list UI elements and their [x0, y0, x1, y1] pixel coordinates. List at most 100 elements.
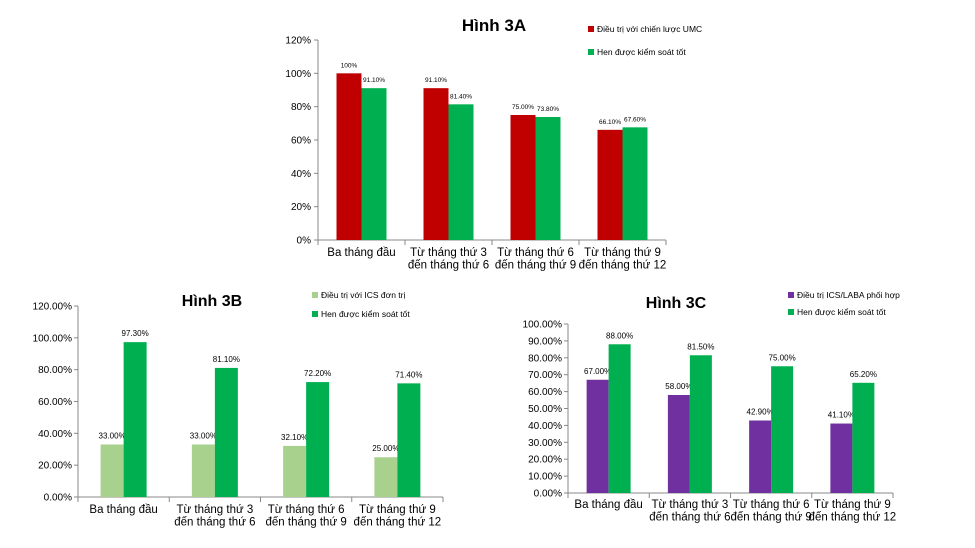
legend-label: Hen được kiểm soát tốt — [597, 47, 686, 57]
data-label: 73.80% — [537, 106, 559, 113]
bar-controlled-2 — [771, 366, 794, 493]
y-tick-label: 80% — [291, 102, 311, 113]
bar-treatment-3 — [830, 423, 853, 493]
chart-3b: Hình 3B 0.00% 20.00% 40.00% 60.00% 80.00% 100.… — [33, 290, 444, 529]
bar-treatment-1 — [191, 444, 215, 497]
data-label: 25.00% — [372, 444, 399, 453]
bar-controlled-3 — [622, 127, 648, 240]
category-label: Ba tháng đầu — [89, 504, 157, 516]
bar-controlled-0 — [123, 342, 147, 497]
data-label: 67.60% — [624, 116, 646, 123]
bar-treatment-3 — [374, 457, 398, 497]
bar-controlled-0 — [608, 344, 631, 493]
y-tick-label: 60.00% — [38, 397, 72, 408]
y-tick-label: 0.00% — [44, 493, 72, 504]
bar-controlled-2 — [535, 117, 561, 240]
data-label: 81.10% — [213, 355, 240, 364]
y-tick-label: 0% — [297, 236, 312, 247]
data-label: 42.90% — [747, 407, 774, 416]
y-tick-label: 20.00% — [38, 461, 72, 472]
y-tick-label: 60% — [291, 136, 311, 147]
bar-controlled-3 — [852, 382, 875, 493]
category-label: đến tháng thứ 6 — [649, 512, 730, 524]
y-tick-label: 90.00% — [528, 336, 562, 347]
bar-controlled-1 — [448, 104, 474, 240]
y-tick-label: 60.00% — [528, 387, 562, 398]
bar-controlled-3 — [397, 383, 421, 497]
chart-3c: Hình 3C 0.00% 10.00% 20.00% 30.00% 40.00% 50.0… — [523, 290, 901, 524]
y-tick-label: 40.00% — [38, 429, 72, 440]
y-tick-label: 120.00% — [33, 302, 73, 313]
category-label: đến tháng thứ 12 — [809, 512, 897, 524]
category-label: Từ tháng thứ 3 — [410, 247, 487, 259]
y-tick-label: 10.00% — [528, 472, 562, 483]
data-label: 97.30% — [122, 329, 149, 338]
data-label: 67.00% — [584, 367, 611, 376]
category-label: đến tháng thứ 6 — [408, 260, 489, 272]
data-label: 72.20% — [304, 369, 331, 378]
data-label: 41.10% — [828, 411, 855, 420]
legend-label: Hen được kiểm soát tốt — [321, 309, 410, 319]
bar-treatment-0 — [586, 379, 609, 493]
data-label: 33.00% — [190, 431, 217, 440]
data-label: 81.50% — [687, 342, 714, 351]
bar-treatment-2 — [749, 420, 772, 493]
category-label: Từ tháng thứ 6 — [733, 499, 810, 511]
data-label: 32.10% — [281, 433, 308, 442]
category-label: đến tháng thứ 12 — [579, 260, 667, 272]
y-tick-label: 30.00% — [528, 438, 562, 449]
chart-title: Hình 3C — [646, 295, 707, 312]
y-tick-label: 0.00% — [534, 489, 562, 500]
bar-treatment-1 — [423, 88, 449, 241]
bar-treatment-0 — [336, 73, 362, 240]
y-tick-label: 120% — [285, 36, 311, 47]
category-label: Từ tháng thứ 6 — [497, 247, 574, 259]
chart-3a: Hình 3A 0% 20% 40% 60% 80% 100% 120% 100% 91.10% B… — [285, 16, 702, 272]
data-label: 66.10% — [599, 119, 621, 126]
category-label: Từ tháng thứ 6 — [268, 504, 345, 516]
bar-controlled-2 — [306, 382, 330, 497]
legend-swatch — [588, 49, 594, 55]
y-tick-label: 20.00% — [528, 455, 562, 466]
bar-controlled-0 — [361, 88, 387, 241]
legend-swatch — [788, 309, 794, 315]
category-label: đến tháng thứ 6 — [174, 517, 255, 529]
legend-label: Hen được kiểm soát tốt — [797, 307, 886, 317]
category-label: Từ tháng thứ 9 — [359, 504, 436, 516]
data-label: 91.10% — [425, 77, 447, 84]
y-tick-label: 40% — [291, 169, 311, 180]
category-label: Từ tháng thứ 9 — [814, 499, 891, 511]
category-label: Ba tháng đầu — [327, 247, 395, 259]
legend-label: Điều trị ICS/LABA phối hợp — [797, 290, 900, 300]
legend-swatch — [312, 292, 318, 298]
data-label: 65.20% — [850, 370, 877, 379]
data-label: 81.40% — [450, 93, 472, 100]
legend-label: Điều trị với chiến lược UMC — [597, 24, 702, 34]
y-tick-label: 100.00% — [523, 320, 563, 331]
data-label: 75.00% — [512, 104, 534, 111]
bar-treatment-1 — [667, 394, 690, 493]
y-tick-label: 80.00% — [38, 365, 72, 376]
chart-title: Hình 3B — [182, 293, 242, 310]
category-label: đến tháng thứ 9 — [266, 517, 347, 529]
bar-controlled-1 — [689, 355, 712, 493]
data-label: 33.00% — [99, 431, 126, 440]
data-label: 71.40% — [395, 370, 422, 379]
legend-swatch — [312, 311, 318, 317]
legend-swatch — [788, 292, 794, 298]
y-tick-label: 100% — [285, 69, 311, 80]
category-label: Từ tháng thứ 9 — [584, 247, 661, 259]
bar-treatment-3 — [597, 129, 623, 240]
bar-treatment-2 — [283, 445, 307, 497]
category-label: Từ tháng thứ 3 — [176, 504, 253, 516]
legend-label: Điều trị với ICS đơn trị — [321, 290, 405, 300]
y-tick-label: 40.00% — [528, 421, 562, 432]
chart-title: Hình 3A — [462, 16, 526, 35]
category-label: đến tháng thứ 9 — [495, 260, 576, 272]
y-tick-label: 50.00% — [528, 404, 562, 415]
data-label: 91.10% — [363, 77, 385, 84]
y-tick-label: 20% — [291, 202, 311, 213]
y-tick-label: 70.00% — [528, 370, 562, 381]
data-label: 88.00% — [606, 331, 633, 340]
